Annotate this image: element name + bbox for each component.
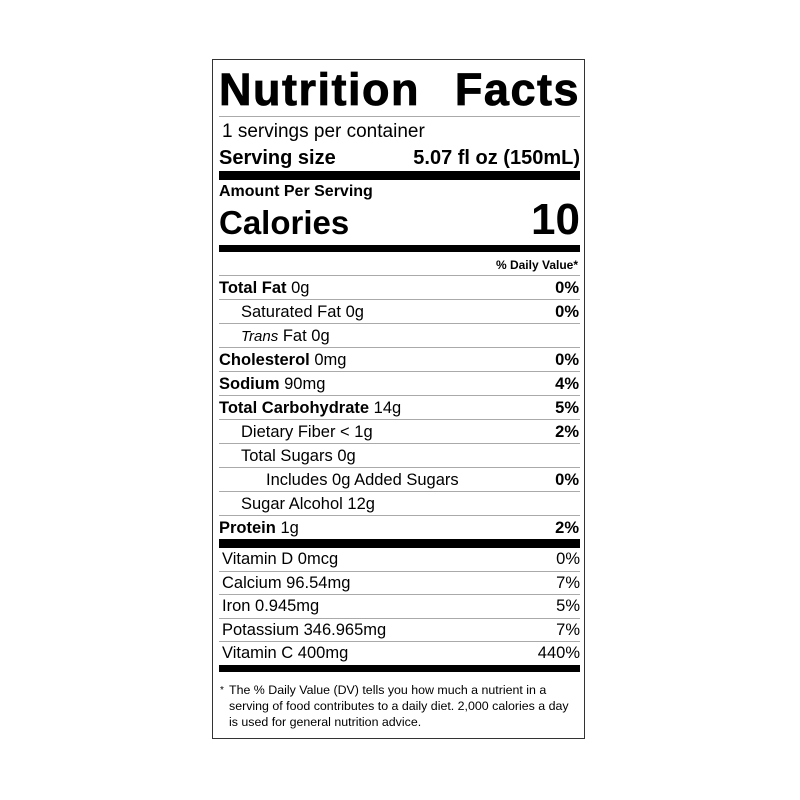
vitamin-row: Vitamin C 400mg 440% <box>219 641 580 665</box>
thick-divider <box>219 245 580 252</box>
nutrient-row-cholesterol: Cholesterol 0mg 0% <box>219 347 580 371</box>
vitamin-row: Calcium 96.54mg 7% <box>219 570 580 595</box>
nutrient-row-protein: Protein 1g 2% <box>219 515 580 539</box>
calories-label: Calories <box>219 204 350 241</box>
label-title: Nutrition Facts <box>219 64 580 116</box>
nutrient-row-added-sugars: Includes 0g Added Sugars 0% <box>219 467 580 491</box>
footnote-star: * <box>220 684 224 696</box>
vitamin-row: Potassium 346.965mg 7% <box>219 617 580 642</box>
calories-value: 10 <box>531 195 580 244</box>
serving-size-value: 5.07 fl oz (150mL) <box>413 147 580 169</box>
nutrient-row-saturated-fat: Saturated Fat 0g 0% <box>219 299 580 323</box>
nutrient-row-sodium: Sodium 90mg 4% <box>219 371 580 395</box>
daily-value-header: % Daily Value* <box>495 258 578 272</box>
calories-row: Calories 10 <box>219 195 580 244</box>
nutrient-row-total-fat: Total Fat 0g 0% <box>219 275 580 299</box>
vitamins-section: Vitamin D 0mcg 0% Calcium 96.54mg 7% Iron … <box>219 548 580 665</box>
divider <box>219 116 580 117</box>
serving-size-label: Serving size <box>219 147 336 169</box>
nutrient-row-total-sugars: Total Sugars 0g <box>219 443 580 467</box>
vitamin-row: Vitamin D 0mcg 0% <box>222 550 580 568</box>
amount-per-serving: Amount Per Serving <box>219 183 373 200</box>
serving-size: Serving size 5.07 fl oz (150mL) <box>219 145 580 171</box>
nutrient-row-trans-fat: Trans Fat 0g <box>219 323 580 347</box>
thick-divider <box>219 664 580 672</box>
vitamin-row: Iron 0.945mg 5% <box>219 594 580 618</box>
nutrition-facts-label: Nutrition Facts 1 servings per container… <box>212 59 585 739</box>
thick-divider <box>219 539 580 548</box>
footnote-text: The % Daily Value (DV) tells you how muc… <box>229 682 569 729</box>
nutrient-row-dietary-fiber: Dietary Fiber < 1g 2% <box>219 419 580 443</box>
nutrient-row-total-carbohydrate: Total Carbohydrate 14g 5% <box>219 395 580 419</box>
nutrient-row-sugar-alcohol: Sugar Alcohol 12g <box>219 491 580 515</box>
footnote: * The % Daily Value (DV) tells you how m… <box>219 672 580 730</box>
servings-per-container: 1 servings per container <box>222 121 425 142</box>
thick-divider <box>219 171 580 180</box>
